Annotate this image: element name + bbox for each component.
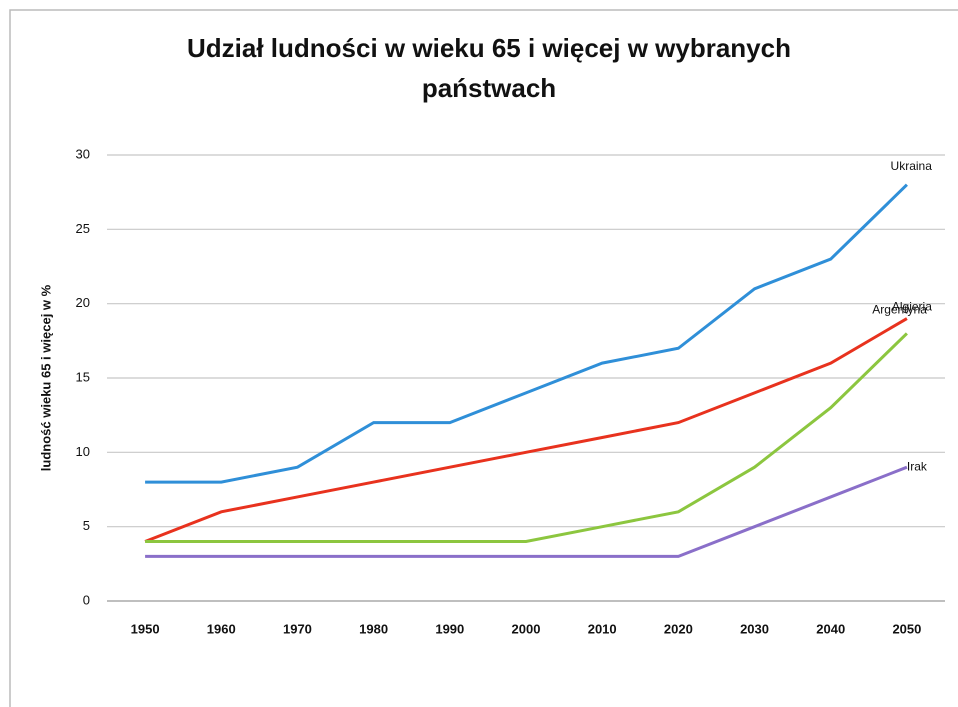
x-tick-label: 2010 (588, 621, 617, 636)
x-tick-label: 2040 (816, 621, 845, 636)
x-tick-label: 1960 (207, 621, 236, 636)
series-line (144, 317, 908, 543)
series-label: Argentyna (872, 303, 927, 317)
y-axis-label: ludność wieku 65 i więcej w % (38, 284, 53, 471)
x-tick-label: 2000 (512, 621, 541, 636)
series-label: Ukraina (891, 159, 933, 173)
series-line (145, 332, 908, 544)
series-line (145, 183, 908, 484)
y-tick-label: 15 (76, 369, 90, 384)
y-tick-label: 30 (76, 146, 90, 161)
y-tick-label: 5 (83, 518, 90, 533)
x-tick-label: 1980 (359, 621, 388, 636)
series-label: Irak (907, 459, 928, 473)
y-tick-label: 0 (83, 592, 90, 607)
chart-title: Udział ludności w wieku 65 i więcej w wy… (187, 33, 791, 103)
series-line (145, 465, 908, 558)
chart-frame (9, 9, 958, 707)
y-tick-label: 25 (76, 221, 90, 236)
y-tick-label: 10 (76, 444, 90, 459)
x-tick-label: 1970 (283, 621, 312, 636)
x-tick-label: 1950 (131, 621, 160, 636)
x-tick-label: 2050 (892, 621, 921, 636)
y-tick-label: 20 (76, 295, 90, 310)
x-tick-label: 2020 (664, 621, 693, 636)
series-label: Algieria (892, 300, 932, 314)
x-tick-label: 2030 (740, 621, 769, 636)
x-tick-label: 1990 (435, 621, 464, 636)
